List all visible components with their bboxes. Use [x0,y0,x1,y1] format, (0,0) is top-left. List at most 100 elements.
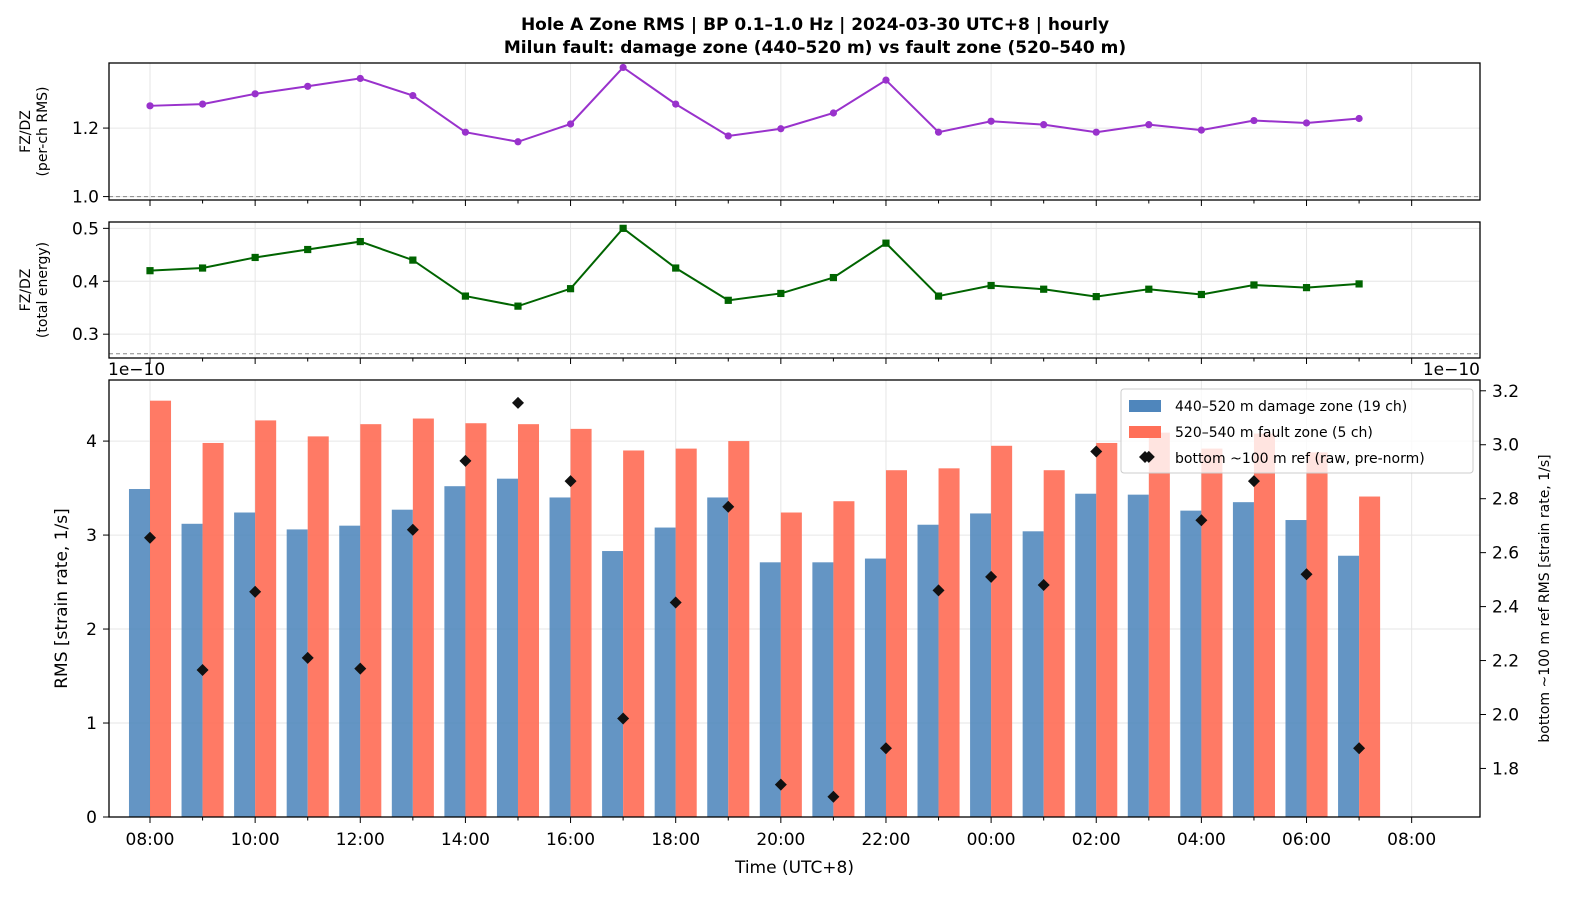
bar-damage-zone [759,562,781,817]
bar-fault-zone [570,428,592,817]
x-tick-label: 18:00 [651,830,700,850]
series-line [149,66,1360,143]
title-line-2: Milun fault: damage zone (440–520 m) vs … [504,38,1126,58]
reference-marker [511,396,524,409]
bar-fault-zone [1096,442,1118,817]
y-right-tick-label: 3.0 [1492,436,1519,456]
data-point [987,117,995,125]
plot-frame [108,379,1481,818]
bar-fault-zone [465,423,487,817]
bar-damage-zone [286,529,308,817]
bar-damage-zone [707,497,729,817]
reference-marker [985,570,998,583]
bar-fault-zone [1201,448,1223,817]
bar-damage-zone [1232,502,1254,817]
data-point [1092,128,1100,136]
data-point [304,82,312,90]
data-point [304,245,312,254]
bar-fault-zone [307,436,329,817]
data-point [409,91,417,100]
y-tick-label: 0 [86,808,97,828]
data-point [1355,280,1363,288]
data-point [1040,285,1048,293]
data-point [1250,116,1258,125]
data-point [934,292,943,300]
reference-marker [827,790,840,803]
data-point [1040,121,1048,129]
data-point [1197,290,1205,299]
reference-marker [301,651,314,664]
data-point [251,253,259,262]
data-point [829,109,838,117]
bar-fault-zone [885,470,907,817]
bar-damage-zone [654,527,676,817]
bar-fault-zone [1359,496,1381,817]
data-point [461,128,470,136]
data-point [1092,293,1100,301]
reference-marker [1037,579,1050,592]
bar-fault-zone [728,441,750,817]
series-line [149,226,1360,308]
bar-damage-zone [1075,493,1097,817]
bar-damage-zone [128,489,151,817]
x-tick-label: 10:00 [231,830,280,850]
bar-fault-zone [780,512,802,817]
x-tick-label: 16:00 [546,830,595,850]
bar-damage-zone [339,525,361,817]
plot-frame [108,62,1481,201]
bar-damage-zone [496,478,518,817]
bar-damage-zone [864,558,886,817]
data-point [514,138,522,146]
data-point [619,224,627,232]
x-tick-label: 04:00 [1177,830,1226,850]
x-tick-label: 06:00 [1282,830,1331,850]
bar-damage-zone [1022,531,1044,817]
ratio-total-energy-panel: 0.3 0.4 0.5 FZ/DZ (total energy) [18,219,1481,364]
bar-fault-zone [255,420,277,817]
bar-damage-zone [1338,555,1360,817]
bar-damage-zone [549,497,571,817]
reference-marker [1300,568,1313,581]
y-tick-label: 2 [86,620,97,640]
plot-frame [108,221,1481,359]
data-point [619,63,627,72]
data-point [882,239,890,247]
y-axis-label: FZ/DZ (total energy) [18,242,51,338]
y-tick-label: 3 [86,526,97,546]
reference-marker [932,584,945,597]
bar-fault-zone [991,445,1013,817]
legend: 440–520 m damage zone (19 ch) 520–540 m f… [1120,388,1474,474]
bar-fault-zone [412,418,434,817]
x-tick-label: 20:00 [756,830,805,850]
data-point [409,256,417,264]
y-right-tick-label: 2.0 [1492,705,1519,725]
data-point [356,237,364,246]
y-right-tick-label: 3.2 [1492,382,1519,402]
reference-marker [1090,445,1103,458]
bar-damage-zone [444,486,466,817]
bar-fault-zone [1148,432,1170,817]
y-axis-label-line-1: FZ/DZ [18,110,34,153]
data-point [777,289,785,298]
bar-fault-zone [1306,452,1328,817]
reference-marker [564,475,577,488]
x-tick-label: 00:00 [967,830,1016,850]
data-point [566,285,575,293]
bar-fault-zone [938,468,960,817]
data-point [198,264,207,272]
bar-damage-zone [602,551,624,817]
y-tick-label: 0.4 [72,272,99,292]
bar-fault-zone [1253,433,1275,817]
bar-fault-zone [833,501,855,817]
legend-swatch-damage-zone [1129,400,1161,412]
data-point [1355,114,1363,123]
legend-frame [1120,388,1474,474]
bar-damage-zone [391,509,413,817]
reference-marker [1142,450,1155,463]
figure-title: Hole A Zone RMS | BP 0.1–1.0 Hz | 2024-0… [504,15,1126,58]
y-right-axis-label: bottom ~100 m ref RMS [strain rate, 1/s] [1537,454,1553,742]
y-tick-label: 1 [86,714,97,734]
y-right-tick-label: 2.4 [1492,598,1519,618]
x-tick-label: 08:00 [1387,830,1436,850]
reference-marker [617,712,630,725]
